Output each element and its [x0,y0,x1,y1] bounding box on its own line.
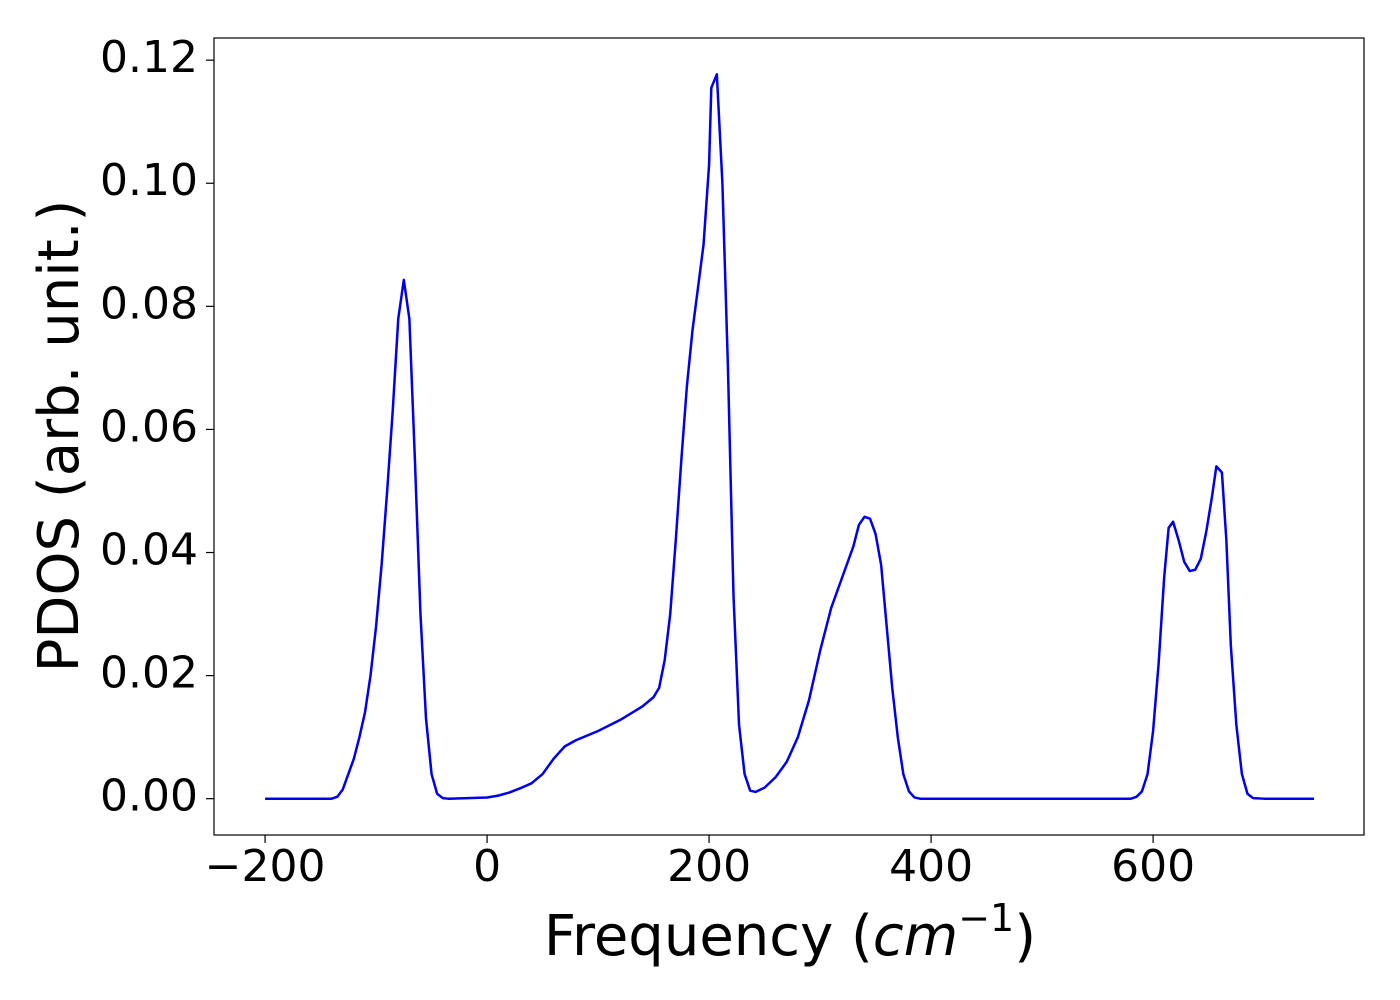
x-label-exponent: −1 [958,896,1014,940]
x-axis-label: Frequency (cm−1) [544,896,1036,969]
x-tick-label: −200 [205,841,326,892]
y-tick-label: 0.02 [100,648,198,699]
plot-frame [213,37,1365,836]
y-tick-label: 0.12 [100,32,198,83]
line-series [265,73,1315,800]
x-tick-label: 600 [1111,841,1195,892]
x-tick-label: 200 [667,841,751,892]
y-axis-label: PDOS (arb. unit.) [27,200,92,673]
x-label-suffix: ) [1014,904,1036,969]
x-tick-label: 400 [889,841,973,892]
x-label-unit: cm [873,904,958,969]
y-tick-label: 0.08 [100,278,198,329]
y-tick-label: 0.04 [100,525,198,576]
y-tick-label: 0.06 [100,401,198,452]
x-label-prefix: Frequency ( [544,904,873,969]
y-tick-label: 0.00 [100,771,198,822]
y-tick-label: 0.10 [100,155,198,206]
x-tick-label: 0 [473,841,501,892]
